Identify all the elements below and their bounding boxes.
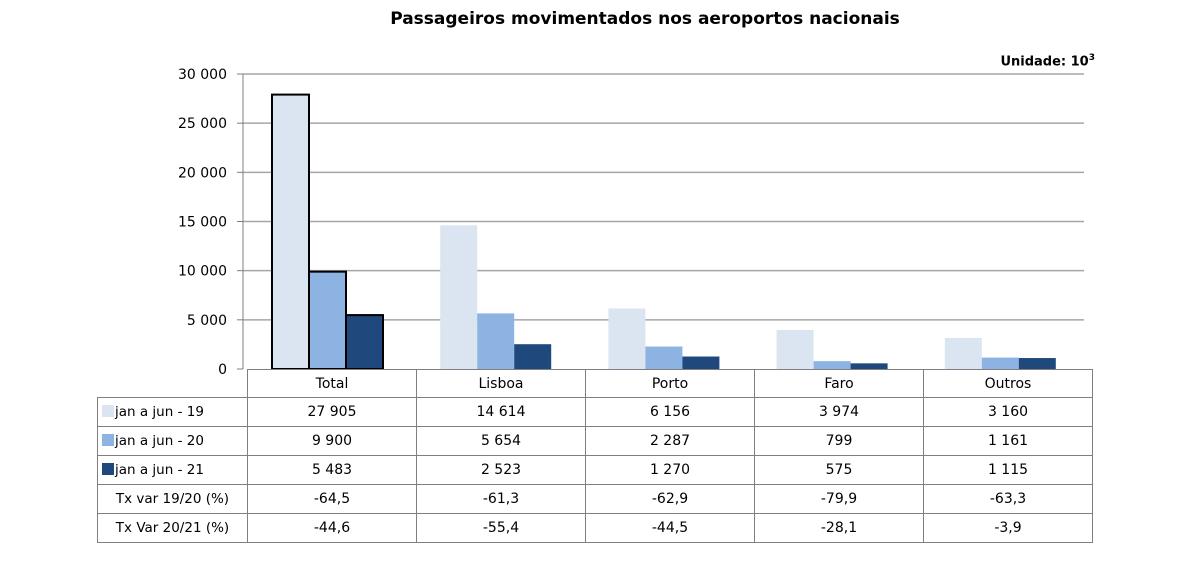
category-label: Total <box>247 369 417 398</box>
table-row: jan a jun - 21 5 483 2 523 1 270 575 1 115 <box>97 455 1093 485</box>
rate-value: -3,9 <box>923 513 1093 543</box>
data-value: 2 523 <box>416 455 586 485</box>
data-value: 1 161 <box>923 426 1093 456</box>
rate-value: -44,5 <box>585 513 755 543</box>
data-value: 6 156 <box>585 397 755 427</box>
rate-value: -44,6 <box>247 513 417 543</box>
category-label: Faro <box>754 369 924 398</box>
legend-swatch <box>102 463 114 475</box>
bar-outros-series-1 <box>944 337 982 369</box>
rate-value: -62,9 <box>585 484 755 514</box>
legend-entry: jan a jun - 21 <box>97 455 248 485</box>
y-tick-label: 10 000 <box>178 264 227 280</box>
unit-label: Unidade: 103 <box>1000 53 1095 69</box>
data-value: 1 270 <box>585 455 755 485</box>
bar-lisboa-series-1 <box>440 225 478 369</box>
data-value: 2 287 <box>585 426 755 456</box>
chart-title: Passageiros movimentados nos aeroportos … <box>390 9 900 29</box>
rate-value: -61,3 <box>416 484 586 514</box>
rate-value: -28,1 <box>754 513 924 543</box>
bar-faro-series-2 <box>813 361 851 369</box>
data-value: 1 115 <box>923 455 1093 485</box>
data-value: 575 <box>754 455 924 485</box>
table-row: Tx var 19/20 (%) -64,5 -61,3 -62,9 -79,9 -63,… <box>97 484 1093 514</box>
legend-entry: jan a jun - 19 <box>97 397 248 427</box>
legend-entry: jan a jun - 20 <box>97 426 248 456</box>
category-label: Lisboa <box>416 369 586 398</box>
bar-outros-series-3 <box>1018 358 1056 369</box>
table-corner <box>97 369 248 398</box>
data-value: 5 483 <box>247 455 417 485</box>
unit-exponent: 3 <box>1088 53 1095 63</box>
rate-value: -64,5 <box>247 484 417 514</box>
y-tick-label: 5 000 <box>187 313 227 329</box>
y-tick-label: 15 000 <box>178 215 227 231</box>
category-label: Porto <box>585 369 755 398</box>
bar-porto-series-3 <box>682 356 720 369</box>
bar-faro-series-3 <box>850 363 888 369</box>
data-value: 27 905 <box>247 397 417 427</box>
data-value: 3 160 <box>923 397 1093 427</box>
bar-porto-series-1 <box>608 308 646 369</box>
bar-faro-series-1 <box>776 329 814 369</box>
rate-value: -63,3 <box>923 484 1093 514</box>
bar-outros-series-2 <box>981 357 1019 369</box>
bar-porto-series-2 <box>645 346 683 369</box>
rate-value: -79,9 <box>754 484 924 514</box>
table-row: jan a jun - 20 9 900 5 654 2 287 799 1 161 <box>97 426 1093 456</box>
data-value: 5 654 <box>416 426 586 456</box>
unit-text: Unidade: 10 <box>1000 54 1089 70</box>
y-tick-label: 20 000 <box>178 165 227 181</box>
rate-row-label: Tx var 19/20 (%) <box>97 484 248 514</box>
y-tick-label: 25 000 <box>178 116 227 132</box>
legend-swatch <box>102 405 114 417</box>
table-row: jan a jun - 19 27 905 14 614 6 156 3 974 3 16… <box>97 397 1093 427</box>
rate-value: -55,4 <box>416 513 586 543</box>
data-value: 9 900 <box>247 426 417 456</box>
table-header-row: Total Lisboa Porto Faro Outros <box>97 369 1093 398</box>
legend-label: jan a jun - 19 <box>115 404 204 420</box>
data-value: 799 <box>754 426 924 456</box>
bar-total-series-1 <box>271 93 310 370</box>
category-label: Outros <box>923 369 1093 398</box>
bar-lisboa-series-3 <box>514 344 552 369</box>
bar-total-series-3 <box>345 314 384 370</box>
bar-lisboa-series-2 <box>477 313 515 369</box>
table-row: Tx Var 20/21 (%) -44,6 -55,4 -44,5 -28,1 -3,9 <box>97 513 1093 543</box>
data-table: Total Lisboa Porto Faro Outros jan a jun - 19… <box>97 369 1093 543</box>
data-value: 3 974 <box>754 397 924 427</box>
y-tick-label: 30 000 <box>178 67 227 83</box>
legend-label: jan a jun - 21 <box>115 462 204 478</box>
legend-swatch <box>102 434 114 446</box>
legend-label: jan a jun - 20 <box>115 433 204 449</box>
rate-row-label: Tx Var 20/21 (%) <box>97 513 248 543</box>
data-value: 14 614 <box>416 397 586 427</box>
bar-total-series-2 <box>308 270 347 370</box>
